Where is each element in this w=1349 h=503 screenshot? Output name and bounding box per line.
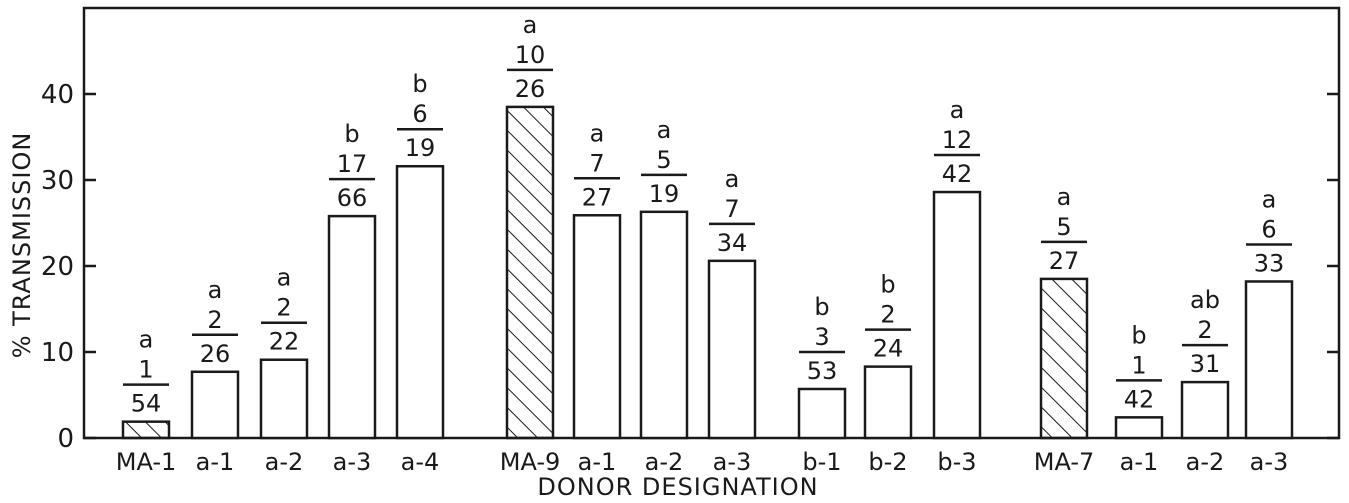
bar-denominator: 31 bbox=[1190, 350, 1221, 378]
bar-numerator: 7 bbox=[724, 195, 739, 223]
bar-numerator: 5 bbox=[656, 146, 671, 174]
bar-denominator: 34 bbox=[717, 229, 748, 257]
bar bbox=[1114, 416, 1164, 440]
bar bbox=[572, 214, 622, 440]
bar-denominator: 27 bbox=[582, 183, 613, 211]
bar-numerator: 6 bbox=[412, 100, 427, 128]
x-axis-title: DONOR DESIGNATION bbox=[537, 473, 818, 501]
y-tick-label: 40 bbox=[41, 80, 74, 110]
x-category-label: a-1 bbox=[578, 448, 617, 476]
x-category-label: b-2 bbox=[868, 448, 907, 476]
bar bbox=[863, 365, 913, 440]
bar-group-letter: b bbox=[412, 70, 427, 98]
bar-group-letter: b bbox=[1131, 321, 1146, 349]
bar-denominator: 26 bbox=[200, 340, 231, 368]
bar-group-letter: a bbox=[277, 264, 292, 292]
bar-numerator: 7 bbox=[589, 149, 604, 177]
bar-denominator: 19 bbox=[405, 134, 436, 162]
x-category-label: a-3 bbox=[333, 448, 372, 476]
bar-numerator: 2 bbox=[880, 301, 895, 329]
x-axis-labels: MA-1 a-1 a-2 a-3 a-4 MA-9 a-1 a-2 a-3 b-1 b-2 b-3 MA… bbox=[116, 448, 1289, 476]
bar-numerator: 3 bbox=[814, 323, 829, 351]
bar-denominator: 27 bbox=[1049, 247, 1080, 275]
bar-group-letter: b bbox=[814, 293, 829, 321]
bar-group-letter: a bbox=[523, 11, 538, 39]
x-category-label: a-2 bbox=[1186, 448, 1225, 476]
x-category-label: a-3 bbox=[713, 448, 752, 476]
bar-numerator: 17 bbox=[337, 150, 368, 178]
bar-group-letter: a bbox=[657, 116, 672, 144]
bar-numerator: 2 bbox=[276, 294, 291, 322]
bar-denominator: 66 bbox=[337, 184, 368, 212]
bar-denominator: 54 bbox=[131, 390, 162, 418]
bar-numerator: 5 bbox=[1056, 213, 1071, 241]
bar bbox=[259, 358, 309, 440]
bar-hatched bbox=[121, 420, 171, 440]
bar-denominator: 42 bbox=[942, 160, 973, 188]
bar-denominator: 26 bbox=[515, 75, 546, 103]
bar-numerator: 1 bbox=[138, 356, 153, 384]
bar bbox=[327, 214, 377, 440]
bar-group-letter: a bbox=[208, 276, 223, 304]
x-category-label: MA-9 bbox=[500, 448, 561, 476]
bar-denominator: 42 bbox=[1124, 385, 1155, 413]
y-tick-label: 20 bbox=[41, 252, 74, 282]
bar-group-letter: ab bbox=[1190, 286, 1220, 314]
x-category-label: b-1 bbox=[802, 448, 841, 476]
x-category-label: MA-7 bbox=[1034, 448, 1095, 476]
bar bbox=[639, 210, 689, 440]
bar-hatched bbox=[1039, 277, 1089, 440]
bar-denominator: 33 bbox=[1254, 249, 1285, 277]
y-tick-label: 10 bbox=[41, 338, 74, 368]
bar-group-letter: a bbox=[1057, 183, 1072, 211]
x-category-label: a-2 bbox=[645, 448, 684, 476]
bar-denominator: 22 bbox=[269, 328, 300, 356]
annotations-layer: a154a226a222b1766b619a1026a727a519a734b3… bbox=[123, 11, 1292, 418]
x-category-label: MA-1 bbox=[116, 448, 177, 476]
bar-numerator: 2 bbox=[207, 306, 222, 334]
y-tick-label: 0 bbox=[57, 424, 74, 454]
bar-numerator: 12 bbox=[942, 126, 973, 154]
x-category-label: b-3 bbox=[937, 448, 976, 476]
y-axis-title: % TRANSMISSION bbox=[8, 132, 36, 359]
bar-numerator: 2 bbox=[1197, 316, 1212, 344]
x-category-label: a-4 bbox=[401, 448, 440, 476]
y-axis: 0 10 20 30 40 bbox=[41, 80, 1339, 454]
bar-group-letter: a bbox=[139, 326, 154, 354]
bar-denominator: 53 bbox=[807, 357, 838, 385]
bar-group-letter: b bbox=[344, 120, 359, 148]
bar-hatched bbox=[505, 105, 555, 440]
y-tick-label: 30 bbox=[41, 166, 74, 196]
bar-denominator: 24 bbox=[873, 335, 904, 363]
bar-numerator: 10 bbox=[515, 41, 546, 69]
bar-numerator: 1 bbox=[1131, 351, 1146, 379]
bar-group-letter: a bbox=[725, 165, 740, 193]
bar-group-letter: a bbox=[1262, 185, 1277, 213]
x-category-label: a-1 bbox=[1120, 448, 1159, 476]
bar bbox=[190, 370, 240, 440]
bar bbox=[395, 164, 445, 440]
bar-group-letter: b bbox=[880, 271, 895, 299]
bar bbox=[797, 387, 847, 440]
bar bbox=[707, 259, 757, 440]
bar-numerator: 6 bbox=[1261, 215, 1276, 243]
bar-group-letter: a bbox=[590, 119, 605, 147]
bar bbox=[1244, 280, 1294, 440]
bar bbox=[932, 190, 982, 440]
bar-group-letter: a bbox=[950, 96, 965, 124]
x-category-label: a-2 bbox=[265, 448, 304, 476]
bar bbox=[1180, 380, 1230, 440]
bars-layer bbox=[121, 105, 1294, 440]
bar-denominator: 19 bbox=[649, 180, 680, 208]
x-category-label: a-3 bbox=[1250, 448, 1289, 476]
x-category-label: a-1 bbox=[196, 448, 235, 476]
